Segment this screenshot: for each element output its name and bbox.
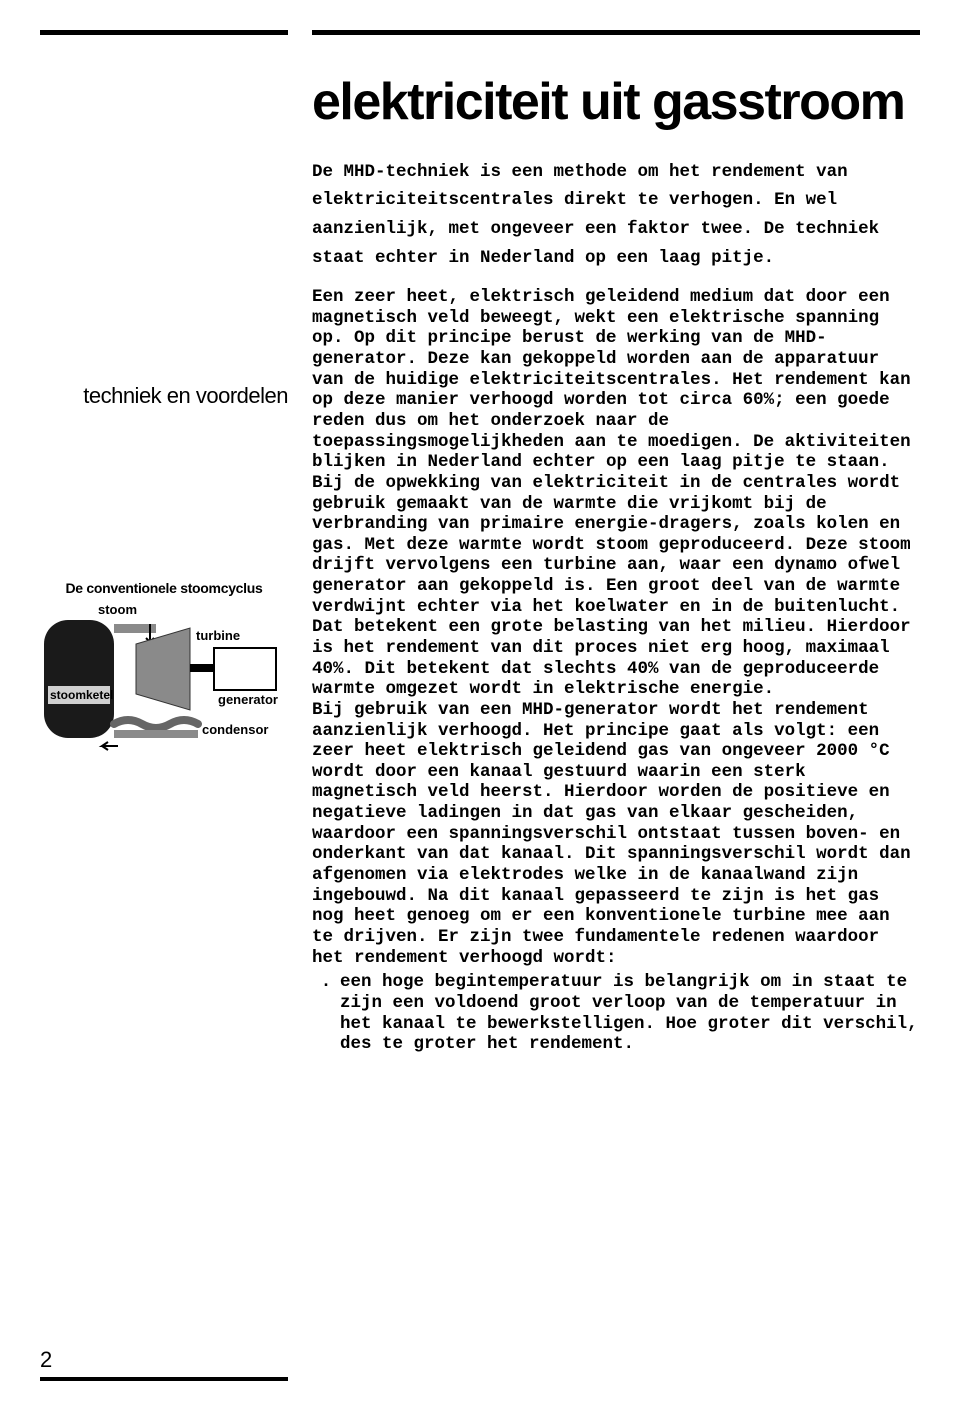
diagram-svg: stoom turbine generator stoomketel (40, 598, 288, 758)
bottom-rule (40, 1377, 288, 1381)
label-stoomketel: stoomketel (50, 688, 113, 702)
content-row: techniek en voordelen De conventionele s… (40, 75, 920, 1055)
bullet-item: . een hoge begintemperatuur is belangrij… (312, 972, 920, 1055)
turbine-shape (136, 628, 190, 710)
return-pipe (114, 730, 198, 738)
left-column: techniek en voordelen De conventionele s… (40, 75, 288, 1055)
rule-right (312, 30, 920, 35)
label-generator: generator (218, 692, 278, 707)
label-condensor: condensor (202, 722, 268, 737)
article-title: elektriciteit uit gasstroom (312, 75, 920, 130)
intro-paragraph: De MHD-techniek is een methode om het re… (312, 158, 920, 274)
diagram-title: De conventionele stoomcyclus (40, 580, 288, 596)
boiler-shape (44, 620, 114, 738)
return-arrow-icon (102, 742, 118, 750)
rule-left (40, 30, 288, 35)
condensor-coil (114, 720, 198, 728)
generator-box (214, 648, 276, 690)
label-stoom: stoom (98, 602, 137, 617)
right-column: elektriciteit uit gasstroom De MHD-techn… (312, 75, 920, 1055)
bullet-dot-icon: . (312, 972, 340, 1055)
body-text: Een zeer heet, elektrisch geleidend medi… (312, 287, 920, 968)
shaft (190, 664, 214, 672)
top-rules (40, 30, 920, 35)
label-turbine: turbine (196, 628, 240, 643)
steam-cycle-diagram: De conventionele stoomcyclus stoom turbi… (40, 580, 288, 763)
section-label: techniek en voordelen (40, 383, 288, 409)
bullet-text: een hoge begintemperatuur is belangrijk … (340, 972, 920, 1055)
page-number: 2 (40, 1347, 52, 1373)
